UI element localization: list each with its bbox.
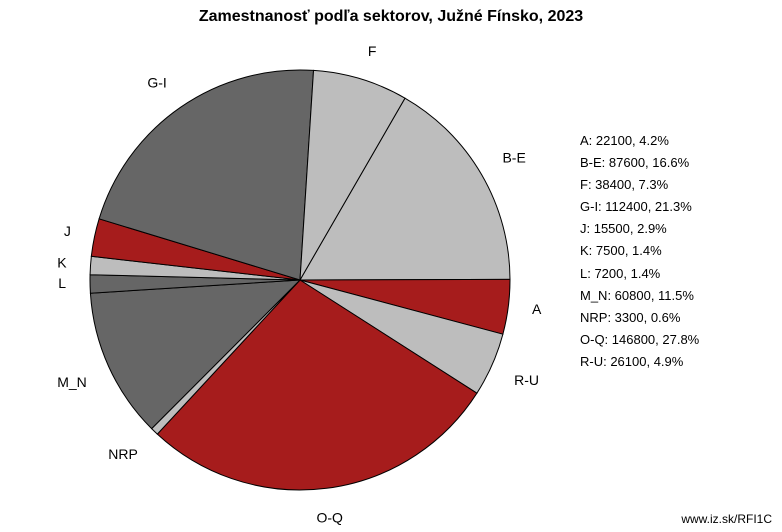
legend-item-R-U: R-U: 26100, 4.9% — [580, 351, 780, 373]
legend-item-F: F: 38400, 7.3% — [580, 174, 780, 196]
legend-item-B-E: B-E: 87600, 16.6% — [580, 152, 780, 174]
slice-label-J: J — [64, 223, 71, 239]
chart-container: Zamestnanosť podľa sektorov, Južné Fínsk… — [0, 0, 782, 532]
slice-label-O-Q: O-Q — [316, 510, 343, 526]
slice-label-L: L — [58, 275, 66, 291]
slice-label-B-E: B-E — [502, 150, 525, 166]
slice-label-R-U: R-U — [514, 372, 539, 388]
pie-svg: B-E A R-U O-Q NRP M_N LKJ G-I F — [20, 30, 580, 530]
legend-item-L: L: 7200, 1.4% — [580, 263, 780, 285]
attribution: www.iz.sk/RFI1C — [681, 512, 772, 526]
legend-item-NRP: NRP: 3300, 0.6% — [580, 307, 780, 329]
pie-chart: B-EAR-UO-QNRPM_NLKJG-IF — [20, 30, 540, 510]
slice-label-NRP: NRP — [108, 446, 138, 462]
legend-item-K: K: 7500, 1.4% — [580, 240, 780, 262]
legend: A: 22100, 4.2%B-E: 87600, 16.6%F: 38400,… — [580, 130, 780, 373]
chart-title: Zamestnanosť podľa sektorov, Južné Fínsk… — [0, 8, 782, 26]
legend-item-J: J: 15500, 2.9% — [580, 218, 780, 240]
legend-item-G-I: G-I: 112400, 21.3% — [580, 196, 780, 218]
legend-item-O-Q: O-Q: 146800, 27.8% — [580, 329, 780, 351]
slice-label-A: A — [532, 301, 542, 317]
slice-label-G-I: G-I — [147, 75, 166, 91]
slice-label-M_N: M_N — [57, 374, 87, 390]
legend-item-M_N: M_N: 60800, 11.5% — [580, 285, 780, 307]
slice-label-F: F — [368, 43, 377, 59]
slice-label-K: K — [57, 255, 67, 271]
legend-item-A: A: 22100, 4.2% — [580, 130, 780, 152]
